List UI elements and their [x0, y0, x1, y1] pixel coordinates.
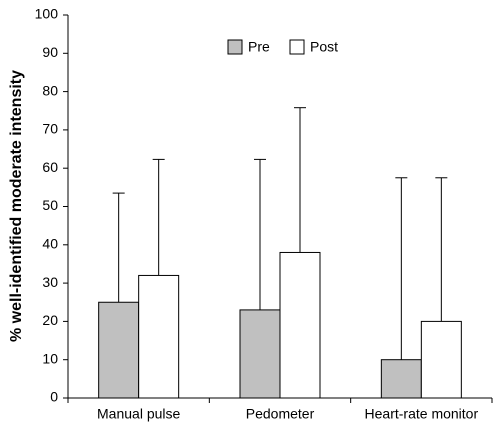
y-tick-label: 50	[42, 197, 58, 213]
y-tick-label: 90	[42, 44, 58, 60]
y-tick-label: 30	[42, 274, 58, 290]
bar	[138, 274, 180, 399]
legend-swatch	[289, 39, 305, 55]
y-tick-label: 40	[42, 236, 58, 252]
bar	[239, 309, 281, 399]
x-tick-label: Heart-rate monitor	[365, 406, 479, 422]
legend-label: Pre	[248, 39, 270, 55]
x-tick-label: Manual pulse	[97, 406, 180, 422]
legend-swatch	[227, 39, 243, 55]
bar	[98, 301, 140, 399]
y-tick-label: 100	[35, 6, 59, 22]
x-tick-label: Pedometer	[246, 406, 315, 422]
y-tick-label: 20	[42, 312, 58, 328]
y-axis-label: % well-identified moderate intensity	[8, 70, 25, 342]
bar	[420, 320, 462, 399]
y-tick-label: 0	[50, 389, 58, 405]
y-tick-label: 80	[42, 82, 58, 98]
legend-label: Post	[310, 39, 338, 55]
y-tick-label: 70	[42, 121, 58, 137]
bar	[380, 359, 422, 399]
y-tick-label: 10	[42, 350, 58, 366]
y-tick-label: 60	[42, 159, 58, 175]
bar	[279, 251, 321, 399]
